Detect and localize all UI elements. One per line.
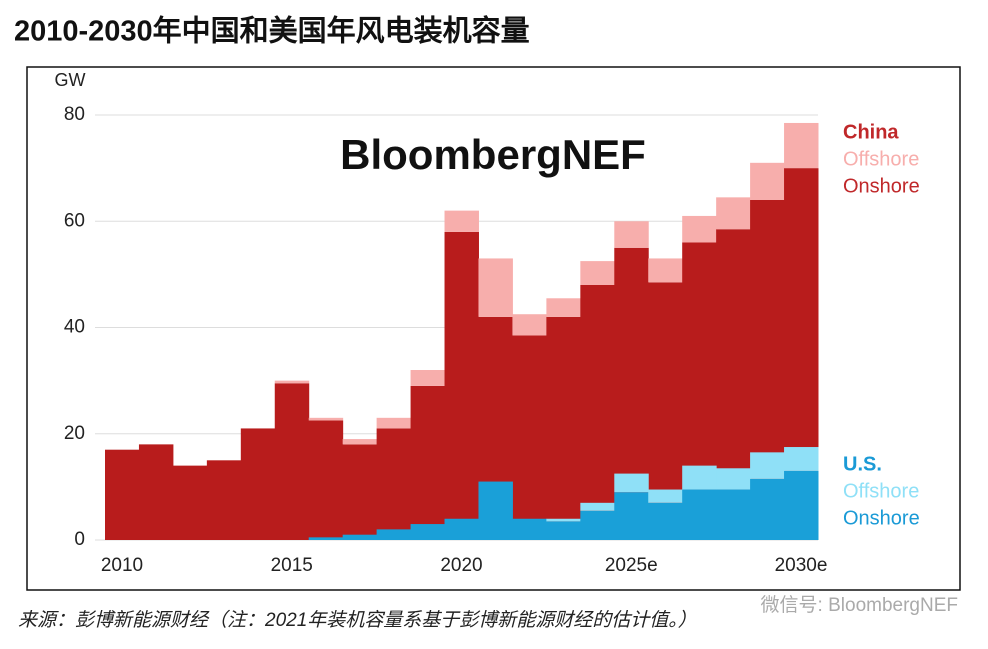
area-step	[342, 439, 378, 445]
legend-group: U.S.	[843, 453, 882, 475]
area-step	[138, 444, 174, 540]
y-tick-label: 60	[64, 210, 85, 231]
y-tick-label: 40	[64, 317, 85, 338]
area-step	[750, 478, 785, 540]
x-tick-label: 2010	[101, 555, 143, 576]
area-step	[342, 534, 378, 540]
area-step	[512, 314, 547, 336]
x-tick-label: 2030e	[775, 555, 828, 576]
chart-frame	[26, 66, 961, 591]
area-step	[716, 468, 751, 490]
y-tick-label: 80	[64, 104, 85, 125]
area-step	[648, 258, 683, 283]
legend-entry: Onshore	[843, 175, 920, 197]
area-step	[648, 489, 683, 503]
area-step	[512, 518, 547, 540]
area-step	[274, 380, 310, 384]
area-step	[444, 210, 479, 232]
area-step	[580, 261, 615, 285]
area-step	[274, 383, 310, 540]
brand-logo: BloombergNEF	[340, 131, 646, 178]
area-step	[546, 518, 581, 522]
area-step	[105, 449, 140, 540]
area-step	[512, 335, 547, 540]
source-note: 来源：彭博新能源财经（注：2021年装机容量系基于彭博新能源财经的估计值。）	[18, 609, 697, 631]
legend-entry: Onshore	[843, 507, 920, 529]
area-step	[308, 420, 344, 540]
area-step	[342, 444, 378, 540]
y-tick-label: 20	[64, 423, 85, 444]
area-step	[308, 417, 344, 421]
area-step	[376, 417, 412, 429]
area-step	[308, 537, 344, 540]
x-tick-label: 2015	[271, 555, 313, 576]
area-step	[682, 215, 717, 243]
area-step	[410, 524, 446, 540]
area-step	[614, 473, 649, 493]
area-step	[376, 428, 412, 540]
area-step	[784, 470, 819, 540]
area-step	[444, 518, 479, 540]
y-unit: GW	[55, 70, 86, 90]
chart-title: 2010-2030年中国和美国年风电装机容量	[14, 14, 530, 48]
x-tick-label: 2020	[440, 555, 482, 576]
area-step	[580, 285, 615, 540]
area-step	[546, 521, 581, 540]
area-step	[546, 298, 581, 317]
area-step	[648, 502, 683, 540]
area-step	[376, 529, 412, 540]
area-step	[682, 489, 717, 540]
area-step	[614, 221, 649, 248]
legend-entry: Offshore	[843, 480, 919, 502]
area-step	[580, 510, 615, 540]
area-step	[410, 370, 446, 386]
area-step	[410, 385, 446, 540]
x-tick-label: 2025e	[605, 555, 658, 576]
area-step	[478, 258, 513, 317]
area-step	[580, 502, 615, 511]
legend-group: China	[843, 121, 899, 143]
area-step	[750, 162, 785, 200]
area-step	[716, 197, 751, 230]
area-step	[240, 428, 276, 540]
area-step	[784, 122, 819, 169]
area-step	[478, 481, 513, 540]
area-step	[172, 465, 208, 540]
legend-entry: Offshore	[843, 148, 919, 170]
area-step	[784, 447, 819, 471]
y-tick-label: 0	[74, 529, 85, 550]
area-step	[750, 452, 785, 479]
area-step	[682, 465, 717, 490]
area-step	[614, 492, 649, 540]
area-step	[206, 460, 242, 540]
watermark: 微信号: BloombergNEF	[761, 594, 958, 616]
area-step	[716, 489, 751, 540]
area-step	[546, 316, 581, 540]
area-step	[444, 231, 479, 540]
